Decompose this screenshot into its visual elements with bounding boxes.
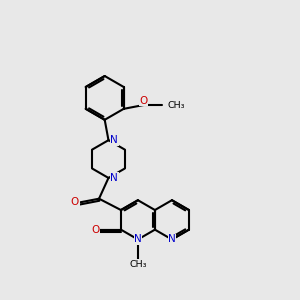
Text: O: O xyxy=(139,95,147,106)
Text: N: N xyxy=(168,235,176,244)
Text: CH₃: CH₃ xyxy=(129,260,147,268)
Text: O: O xyxy=(92,225,100,235)
Text: CH₃: CH₃ xyxy=(168,100,185,109)
Text: N: N xyxy=(134,235,142,244)
Text: O: O xyxy=(71,197,79,208)
Text: N: N xyxy=(110,173,118,183)
Text: N: N xyxy=(110,135,118,145)
